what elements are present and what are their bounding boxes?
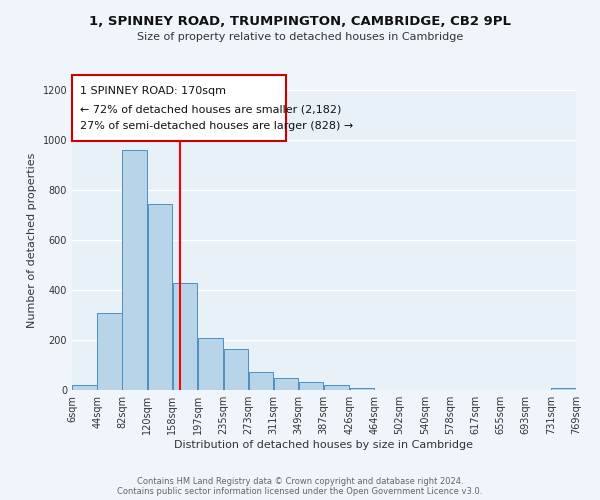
Bar: [324, 385, 349, 390]
Text: Size of property relative to detached houses in Cambridge: Size of property relative to detached ho…: [137, 32, 463, 42]
Bar: [122, 150, 147, 390]
Bar: [199, 338, 223, 390]
Bar: [350, 388, 374, 390]
Text: Contains public sector information licensed under the Open Government Licence v3: Contains public sector information licen…: [118, 487, 482, 496]
Bar: [224, 349, 248, 390]
Text: 27% of semi-detached houses are larger (828) →: 27% of semi-detached houses are larger (…: [80, 122, 353, 132]
Bar: [72, 385, 97, 390]
X-axis label: Distribution of detached houses by size in Cambridge: Distribution of detached houses by size …: [175, 440, 473, 450]
Y-axis label: Number of detached properties: Number of detached properties: [27, 152, 37, 328]
Text: 1, SPINNEY ROAD, TRUMPINGTON, CAMBRIDGE, CB2 9PL: 1, SPINNEY ROAD, TRUMPINGTON, CAMBRIDGE,…: [89, 15, 511, 28]
Bar: [97, 312, 122, 390]
FancyBboxPatch shape: [72, 75, 286, 141]
Text: Contains HM Land Registry data © Crown copyright and database right 2024.: Contains HM Land Registry data © Crown c…: [137, 477, 463, 486]
Bar: [274, 378, 298, 390]
Bar: [299, 382, 323, 390]
Text: 1 SPINNEY ROAD: 170sqm: 1 SPINNEY ROAD: 170sqm: [80, 86, 226, 97]
Text: ← 72% of detached houses are smaller (2,182): ← 72% of detached houses are smaller (2,…: [80, 104, 341, 115]
Bar: [551, 388, 576, 390]
Bar: [248, 372, 273, 390]
Bar: [173, 282, 197, 390]
Bar: [148, 204, 172, 390]
